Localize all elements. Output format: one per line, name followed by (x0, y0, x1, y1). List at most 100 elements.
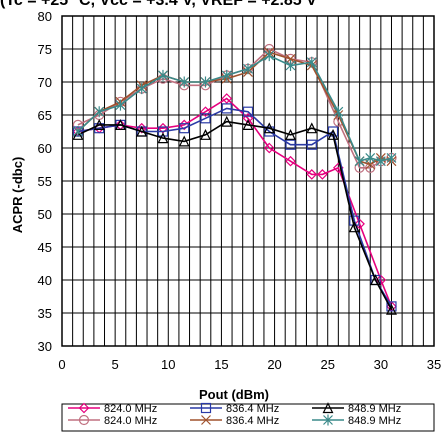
legend-label: 836.4 MHz (226, 403, 279, 415)
x-tick-label: 35 (427, 357, 441, 372)
series-1 (72, 43, 397, 173)
data-point (136, 83, 147, 95)
data-point (200, 128, 211, 140)
data-point (354, 155, 365, 167)
data-point (386, 303, 397, 315)
data-point (306, 169, 318, 180)
data-point (200, 106, 211, 118)
series-line (77, 120, 393, 311)
data-point (115, 99, 126, 111)
y-tick-label: 60 (38, 141, 52, 156)
series-0 (72, 93, 397, 312)
data-point (285, 60, 296, 71)
data-point (327, 128, 339, 140)
y-tick-label: 75 (38, 42, 52, 57)
data-point (323, 414, 333, 426)
data-point (178, 135, 190, 147)
data-point (375, 274, 387, 286)
y-tick-label: 80 (38, 9, 52, 24)
data-point (354, 218, 365, 230)
data-point (136, 125, 148, 137)
series-layer (72, 43, 397, 315)
legend-entry: 836.4 MHz (190, 415, 279, 427)
y-axis-label: ACPR (-dbc) (10, 157, 25, 234)
series-5 (73, 50, 397, 167)
x-tick-label: 5 (112, 357, 119, 372)
data-point (200, 402, 212, 414)
y-tick-label: 35 (38, 306, 52, 321)
data-point (78, 402, 90, 414)
data-point (242, 106, 254, 117)
data-point (348, 221, 360, 233)
data-point (243, 63, 253, 75)
data-point (317, 169, 328, 180)
data-point (221, 69, 232, 81)
x-tick-label: 15 (214, 357, 228, 372)
data-point (94, 106, 105, 118)
data-point (333, 106, 344, 118)
data-point (375, 155, 386, 167)
y-tick-label: 45 (38, 240, 52, 255)
data-point (322, 402, 334, 414)
data-point (73, 126, 83, 137)
data-point (365, 152, 376, 164)
legend-label: 824.0 MHz (104, 415, 157, 427)
data-point (386, 301, 397, 312)
data-point (179, 76, 190, 88)
y-tick-label: 50 (38, 207, 52, 222)
legend-label: 848.9 MHz (348, 415, 401, 427)
x-tick-label: 30 (374, 357, 388, 372)
data-point (200, 76, 211, 88)
legend: 824.0 MHz 836.4 MHz 848.9 MHz 824.0 MHz 836.… (61, 402, 435, 432)
data-point (306, 139, 317, 150)
legend-label: 848.9 MHz (348, 403, 401, 415)
data-point (306, 122, 318, 134)
data-point (285, 139, 296, 150)
series-4 (72, 115, 397, 315)
data-point (306, 56, 317, 68)
data-point (157, 126, 169, 137)
y-tick-label: 65 (38, 108, 52, 123)
data-point (93, 119, 105, 130)
x-tick-label: 25 (320, 357, 334, 372)
x-tick-label: 20 (267, 357, 281, 372)
data-point (263, 122, 275, 134)
data-point (158, 69, 168, 81)
data-point (263, 142, 275, 154)
data-point (157, 132, 169, 144)
y-tick-label: 70 (38, 75, 52, 90)
data-point (285, 155, 296, 167)
data-point (201, 415, 211, 425)
data-point (200, 113, 211, 124)
legend-entry: 836.4 MHz (190, 402, 279, 415)
series-line (77, 107, 393, 307)
plot-frame (61, 15, 435, 347)
y-tick-label: 30 (38, 339, 52, 354)
data-point (114, 119, 126, 130)
x-tick-labels: 0 5 10 15 20 25 30 35 (58, 357, 441, 372)
y-tick-labels: 30 35 40 45 50 55 60 65 70 75 80 (38, 9, 52, 354)
data-point (285, 128, 296, 140)
data-point (386, 152, 397, 164)
x-tick-label: 10 (161, 357, 175, 372)
y-tick-label: 55 (38, 174, 52, 189)
legend-entry: 824.0 MHz (68, 414, 157, 427)
legend-label: 836.4 MHz (226, 415, 279, 427)
chart-title: (Tc = +25 °C, Vcc = +3.4 V, VREF = +2.85… (0, 0, 317, 9)
data-point (72, 128, 84, 140)
data-point (179, 123, 190, 134)
data-point (221, 103, 232, 114)
data-point (221, 93, 233, 104)
x-axis-label: Pout (dBm) (199, 387, 269, 402)
legend-entry: 824.0 MHz (68, 402, 157, 415)
legend-box (61, 403, 435, 432)
data-point (370, 274, 382, 286)
series-3 (73, 47, 397, 170)
legend-entry: 848.9 MHz (312, 414, 401, 427)
data-point (78, 414, 90, 426)
grid (62, 16, 434, 346)
data-point (242, 119, 254, 130)
series-line (77, 48, 392, 169)
x-tick-label: 0 (58, 357, 65, 372)
